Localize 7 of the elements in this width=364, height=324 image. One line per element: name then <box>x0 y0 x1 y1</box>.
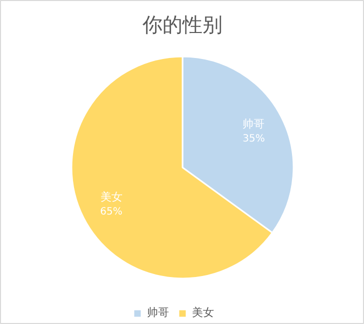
legend-label: 帅哥 <box>147 305 169 320</box>
data-label: 65% <box>100 206 122 218</box>
data-label: 35% <box>242 134 265 145</box>
chart-title: 你的性别 <box>142 12 222 36</box>
legend-label: 美女 <box>192 305 214 320</box>
slice-label: 美女 <box>100 190 122 204</box>
slice-label: 帅哥 <box>242 118 265 131</box>
